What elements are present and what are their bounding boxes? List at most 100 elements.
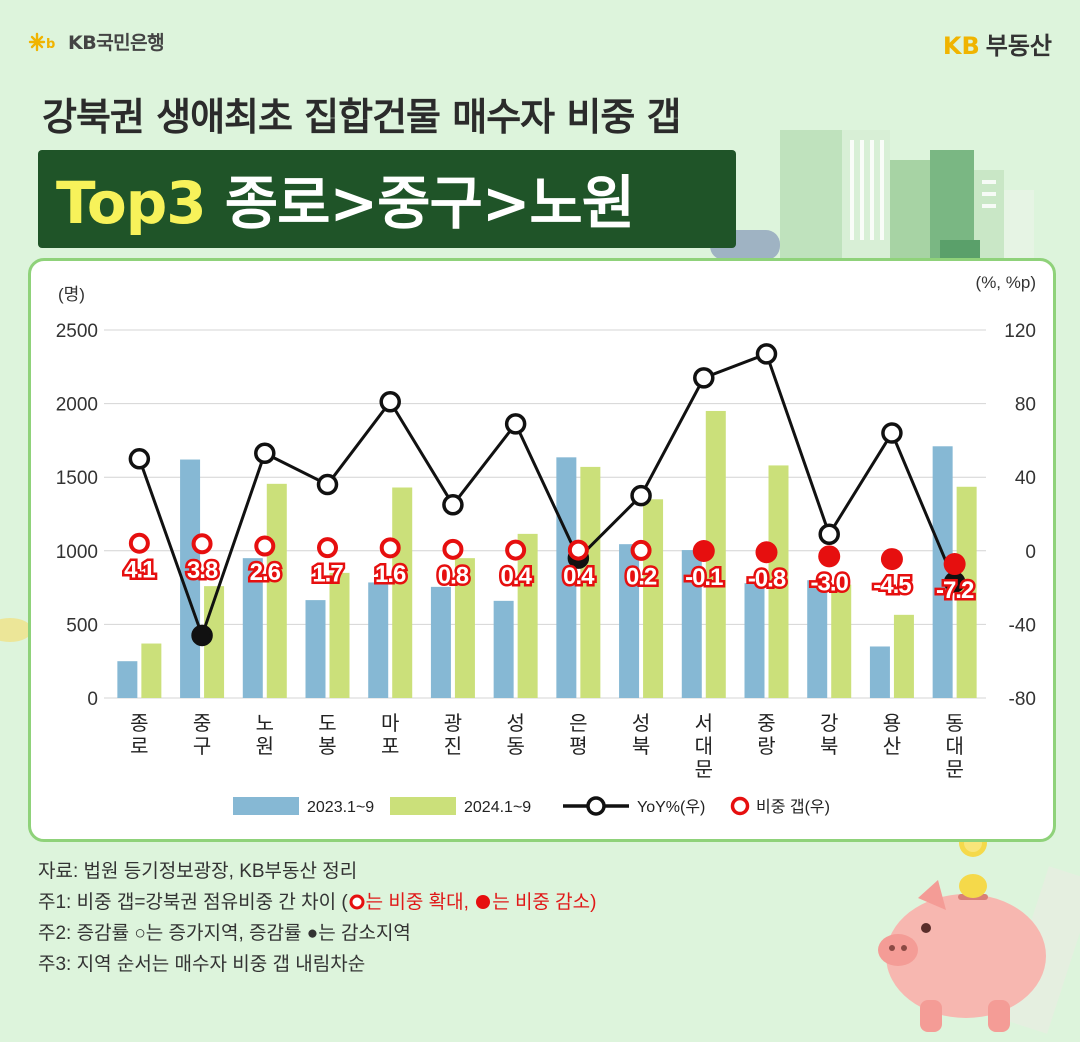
- bar-2024: [141, 643, 162, 698]
- legend-label-2023: 2023.1~9: [307, 799, 374, 816]
- x-tick-label: 북: [632, 736, 650, 758]
- y-tick-right: 0: [1025, 542, 1036, 563]
- svg-text:b: b: [46, 37, 55, 52]
- bar-2024: [643, 499, 664, 698]
- bar-2023: [430, 586, 451, 698]
- gap-point: [880, 548, 903, 571]
- note-3: 주3: 지역 순서는 매수자 비중 갭 내림차순: [38, 954, 366, 975]
- y-tick-right: 120: [1004, 321, 1036, 342]
- gap-label: 0.4: [500, 563, 532, 590]
- yoy-point: [442, 494, 464, 516]
- gap-label: 4.1: [124, 556, 155, 583]
- x-tick-label: 문: [945, 759, 963, 781]
- x-tick-label: 중: [757, 713, 775, 735]
- yoy-point: [504, 413, 527, 435]
- note-source: 자료: 법원 등기정보광장, KB부동산 정리: [38, 861, 358, 882]
- x-tick-label: 은: [569, 713, 587, 735]
- x-tick-label: 랑: [757, 735, 775, 758]
- gap-label: 2.6: [250, 559, 281, 586]
- x-tick-label: 북: [820, 736, 838, 758]
- gap-point: [692, 539, 715, 562]
- x-tick-label: 대: [695, 735, 713, 758]
- legend-label-yoy: YoY%(우): [637, 799, 705, 816]
- bar-2023: [368, 582, 389, 698]
- title-line2: Top3 종로>중구>노원: [56, 156, 635, 240]
- y-tick-left: 1500: [56, 468, 98, 489]
- footnotes: 자료: 법원 등기정보광장, KB부동산 정리 주1: 비중 갭=강북권 점유비…: [38, 856, 596, 980]
- title-rest: 종로>중구>노원: [224, 169, 635, 237]
- y-tick-left: 500: [66, 615, 98, 636]
- bar-2024: [956, 486, 977, 698]
- legend-label-2024: 2024.1~9: [464, 799, 531, 816]
- note-1-closed: 는 비중 감소): [492, 892, 597, 913]
- gap-point: [191, 533, 213, 555]
- x-tick-label: 성: [632, 712, 650, 735]
- x-tick-label: 동: [506, 736, 524, 758]
- gap-point: [943, 553, 966, 576]
- x-tick-label: 동: [945, 713, 963, 735]
- bar-2023: [869, 646, 890, 698]
- gap-label: 0.4: [563, 563, 595, 590]
- bar-2024: [454, 558, 475, 698]
- gap-point: [630, 539, 652, 561]
- x-tick-label: 노: [256, 713, 274, 735]
- yoy-point: [881, 422, 903, 444]
- yoy-point: [693, 367, 715, 389]
- bar-2024: [329, 572, 350, 698]
- bar-2024: [768, 465, 789, 698]
- yoy-point: [818, 523, 840, 545]
- bar-line-chart: (명) (%, %p) 0 500 1000 1500 2000 2500 -80 -40 0 40 8…: [56, 273, 1036, 816]
- kb-realty-name: 부동산: [985, 32, 1052, 60]
- bar-2024: [517, 533, 538, 698]
- gap-label: 1.6: [375, 561, 406, 588]
- gap-label: -4.5: [873, 572, 911, 599]
- y-tick-left: 1000: [56, 542, 98, 563]
- yoy-point: [316, 473, 339, 496]
- bar-2023: [681, 550, 702, 698]
- x-tick-label: 마: [381, 712, 399, 735]
- kb-star-icon: b: [28, 32, 55, 52]
- yoy-point: [755, 343, 778, 365]
- title-line1: 강북권 생애최초 집합건물 매수자 비중 갭: [42, 95, 681, 139]
- bar-2024: [705, 410, 726, 698]
- y-tick-left: 2500: [56, 321, 98, 342]
- open-circle-icon: [349, 894, 365, 910]
- x-tick-label: 중: [193, 713, 211, 735]
- x-tick-label: 성: [506, 712, 524, 735]
- gap-label: 3.8: [187, 557, 218, 584]
- note-1-open: 는 비중 확대,: [365, 892, 475, 913]
- x-tick-label: 광: [444, 712, 462, 735]
- legend-label-gap: 비중 갭(우): [756, 798, 830, 816]
- gap-label: -3.0: [811, 569, 849, 596]
- piggy-bank-illustration: [878, 866, 1080, 1034]
- bar-2024: [893, 614, 914, 698]
- gap-point: [317, 537, 338, 559]
- legend-swatch-2024: [390, 797, 456, 815]
- x-tick-label: 평: [569, 735, 587, 758]
- gap-point: [567, 539, 589, 561]
- kb-realty-logo: KB 부동산: [943, 26, 1052, 61]
- y-tick-left: 2000: [56, 395, 98, 416]
- title-box: [38, 150, 736, 248]
- bar-2023: [932, 446, 953, 698]
- legend-marker-gap: [730, 796, 750, 816]
- bar-2023: [744, 583, 765, 698]
- kb-bank-logo: b KB국민은행: [28, 28, 165, 55]
- x-tick-label: 종: [130, 713, 148, 735]
- y-axis-left-label: (명): [58, 285, 85, 304]
- bar-2024: [580, 466, 601, 698]
- gap-label: -0.8: [748, 565, 786, 592]
- note-2: 주2: 증감률 ○는 증가지역, 증감률 ●는 감소지역: [38, 923, 411, 944]
- x-tick-label: 봉: [318, 736, 336, 758]
- note-1-prefix: 주1: 비중 갭=강북권 점유비중 간 차이 (: [38, 892, 348, 913]
- note-1: 주1: 비중 갭=강북권 점유비중 간 차이 ( 는 비중 확대, 는 비중 감소…: [38, 887, 596, 918]
- y-tick-right: -80: [1009, 689, 1036, 710]
- gap-label: -0.1: [685, 564, 723, 591]
- yoy-line: [137, 351, 957, 640]
- gap-point: [442, 538, 464, 560]
- bar-2023: [807, 580, 828, 698]
- x-tick-label: 진: [444, 735, 462, 758]
- kb-realty-mark: KB: [942, 32, 980, 60]
- gap-point: [254, 535, 276, 557]
- bar-2023: [305, 600, 326, 698]
